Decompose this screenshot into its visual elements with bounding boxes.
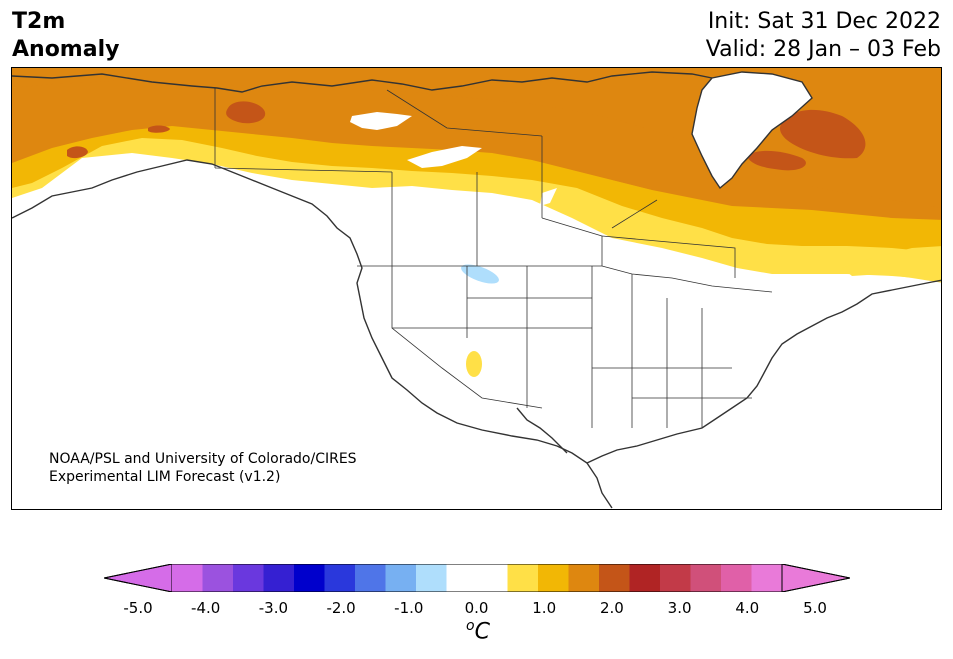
colorbar-tick-label: 1.0 [532, 599, 557, 617]
yellow-patch-arizona [466, 351, 482, 377]
atlantic-yellow [842, 246, 941, 283]
map-panel: NOAA/PSL and University of Colorado/CIRE… [11, 67, 942, 510]
credit-line-2: Experimental LIM Forecast (v1.2) [49, 469, 281, 485]
white-patch-c [540, 188, 557, 206]
colorbar-tick-label: -5.0 [123, 599, 153, 617]
title-line-1: T2m [12, 9, 66, 34]
credit-line-1: NOAA/PSL and University of Colorado/CIRE… [49, 451, 357, 467]
colorbar-under-arrow [104, 564, 173, 592]
colorbar-swatch [172, 564, 203, 592]
white-patch-b [407, 146, 482, 168]
colorbar-swatch [599, 564, 630, 592]
colorbar-swatch [355, 564, 386, 592]
map-title: T2m Anomaly [12, 8, 119, 64]
political-borders [214, 88, 773, 428]
colorbar-tick-label: -3.0 [258, 599, 289, 617]
colorbar-over-arrow [781, 564, 850, 592]
anomaly-spot-2-5c-e [747, 150, 806, 171]
colorbar-tick-label: 4.0 [735, 599, 760, 617]
colorbar-swatch [263, 564, 295, 592]
anomaly-spot-2-5c-b [148, 125, 170, 133]
hudson-bay [692, 72, 812, 188]
colorbar-swatch [324, 564, 356, 592]
colorbar-tick-label: -2.0 [326, 599, 356, 617]
colorbar-tick-label: 5.0 [803, 599, 827, 617]
white-patch-a [350, 112, 412, 130]
valid-range: Valid: 28 Jan – 03 Feb [705, 37, 941, 62]
colorbar-tick-label: -4.0 [191, 599, 221, 617]
title-line-2: Anomaly [12, 37, 120, 62]
colorbar-swatch [751, 564, 783, 592]
colorbar-swatch [629, 564, 661, 592]
colorbar-swatch [538, 564, 569, 592]
colorbar-swatch [202, 564, 234, 592]
anomaly-spot-2-5c-d [779, 109, 866, 159]
colorbar-swatch [416, 564, 447, 592]
colorbar-swatch [385, 564, 417, 592]
colorbar-swatch [690, 564, 722, 592]
coastlines [12, 71, 941, 509]
colorbar-tick-label: 0.0 [464, 599, 489, 617]
forecast-dates: Init: Sat 31 Dec 2022 Valid: 28 Jan – 03… [706, 8, 941, 64]
unit-superscript: o [466, 618, 475, 634]
colorbar-swatch [660, 564, 691, 592]
colorbar-tick-label: 2.0 [599, 599, 624, 617]
colorbar-swatch [507, 564, 539, 592]
colorbar-swatch [446, 564, 478, 592]
colorbar [104, 564, 850, 592]
unit-base: C [474, 619, 490, 645]
colorbar-tick-label: 3.0 [667, 599, 692, 617]
map-credit: NOAA/PSL and University of Colorado/CIRE… [49, 450, 357, 486]
colorbar-swatch [233, 564, 264, 592]
blue-patch-montana [461, 264, 499, 284]
colorbar-swatch [721, 564, 752, 592]
colorbar-swatch [568, 564, 600, 592]
colorbar-unit: oC [466, 618, 490, 644]
colorbar-swatch [477, 564, 508, 592]
anomaly-spot-2-5c-a [226, 101, 266, 124]
anomaly-map [12, 68, 941, 509]
init-date: Init: Sat 31 Dec 2022 [707, 9, 941, 34]
colorbar-tick-label: -1.0 [394, 599, 424, 617]
anomaly-spot-2-5c-c [67, 146, 88, 159]
colorbar-swatch [294, 564, 325, 592]
